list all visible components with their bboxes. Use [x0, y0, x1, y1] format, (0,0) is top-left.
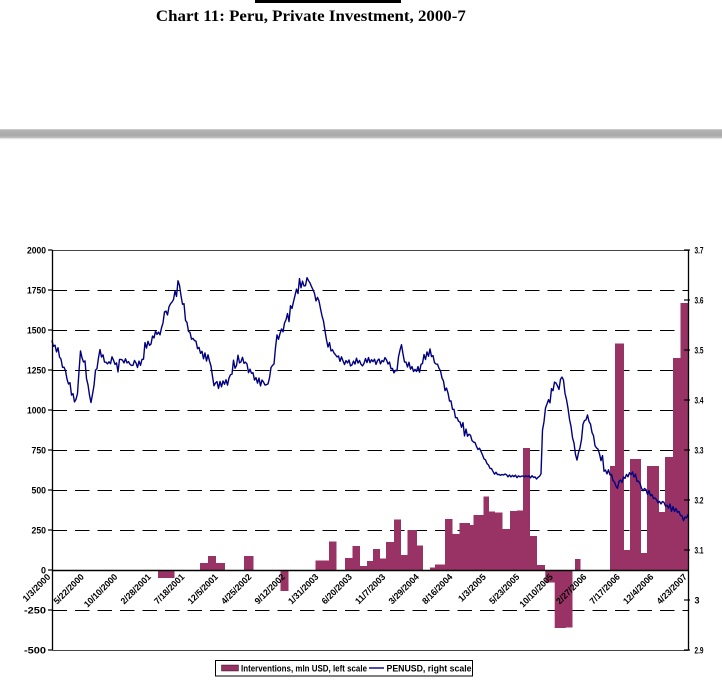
svg-text:1500: 1500	[27, 326, 46, 337]
svg-text:3.6: 3.6	[695, 296, 704, 307]
svg-text:3.5: 3.5	[695, 346, 704, 357]
svg-text:12/4/2006: 12/4/2006	[621, 572, 655, 606]
svg-text:1/3/2005: 1/3/2005	[456, 572, 488, 604]
svg-text:2000: 2000	[27, 246, 46, 257]
svg-text:1250: 1250	[27, 366, 46, 377]
svg-text:2.9: 2.9	[695, 646, 704, 657]
svg-text:11/7/2003: 11/7/2003	[353, 572, 387, 606]
svg-text:250: 250	[32, 526, 47, 537]
svg-text:3.2: 3.2	[695, 496, 704, 507]
svg-text:10/10/2005: 10/10/2005	[517, 572, 554, 609]
svg-text:750: 750	[32, 446, 47, 457]
svg-text:1750: 1750	[27, 286, 46, 297]
svg-text:6/20/2003: 6/20/2003	[320, 572, 354, 606]
svg-text:3.7: 3.7	[695, 246, 704, 257]
svg-text:3: 3	[695, 596, 700, 607]
svg-text:1000: 1000	[27, 406, 46, 417]
svg-text:10/10/2000: 10/10/2000	[82, 572, 119, 609]
svg-text:-500: -500	[24, 646, 46, 657]
svg-text:3/29/2004: 3/29/2004	[387, 572, 421, 606]
svg-text:0: 0	[41, 566, 46, 577]
svg-text:-250: -250	[24, 606, 46, 617]
svg-text:5/22/2000: 5/22/2000	[52, 572, 86, 606]
svg-text:3.3: 3.3	[695, 446, 704, 457]
svg-text:PENUSD, right scale: PENUSD, right scale	[387, 664, 472, 674]
svg-text:4/23/2007: 4/23/2007	[655, 572, 689, 606]
svg-text:2/28/2001: 2/28/2001	[119, 572, 153, 606]
svg-text:4/25/2002: 4/25/2002	[219, 572, 253, 606]
svg-text:8/16/2004: 8/16/2004	[420, 572, 454, 606]
svg-text:3.1: 3.1	[695, 546, 704, 557]
svg-text:1/3/2000: 1/3/2000	[21, 572, 53, 604]
svg-text:500: 500	[32, 486, 47, 497]
svg-text:Interventions, mln USD, left s: Interventions, mln USD, left scale	[241, 664, 367, 674]
svg-text:1/31/2003: 1/31/2003	[286, 572, 320, 606]
svg-text:7/17/2006: 7/17/2006	[588, 572, 622, 606]
svg-text:3.4: 3.4	[695, 396, 704, 407]
svg-text:5/23/2005: 5/23/2005	[487, 572, 521, 606]
svg-text:12/5/2001: 12/5/2001	[186, 572, 220, 606]
